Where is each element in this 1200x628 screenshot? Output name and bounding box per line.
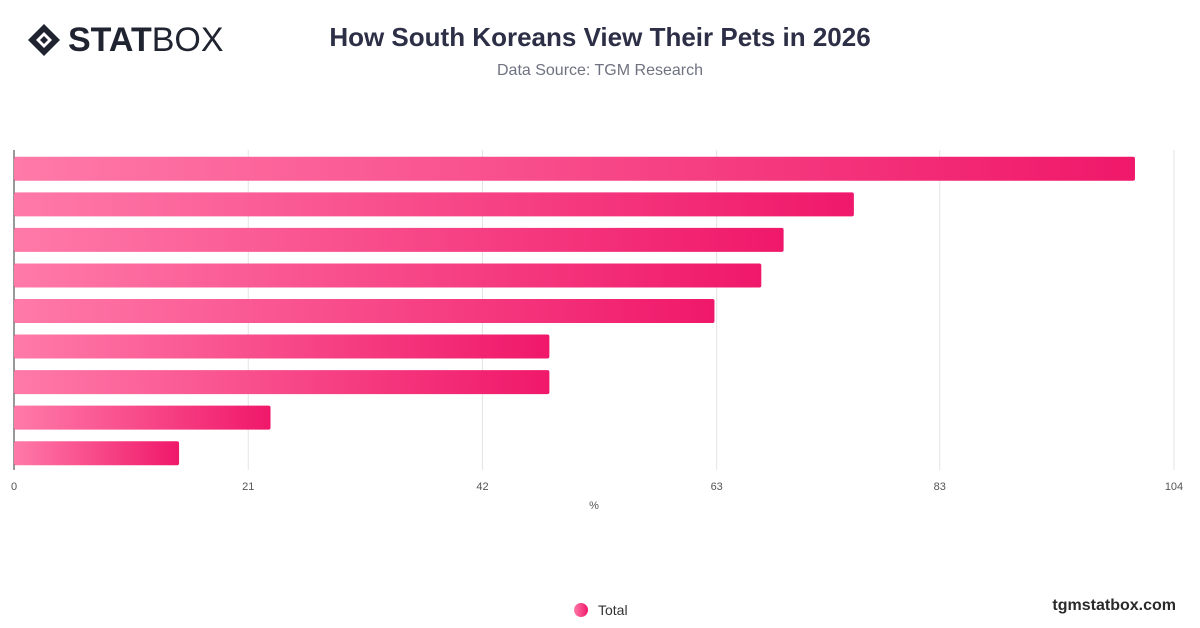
bar[interactable] bbox=[14, 370, 550, 395]
bar[interactable] bbox=[14, 263, 762, 288]
bar[interactable] bbox=[14, 441, 180, 466]
wordmark-light: BOX bbox=[151, 21, 224, 59]
x-tick-label: 42 bbox=[476, 481, 488, 493]
x-tick-label: 104 bbox=[1165, 481, 1183, 493]
statbox-wordmark: STATBOX bbox=[68, 22, 224, 58]
x-axis-label: % bbox=[589, 500, 599, 512]
statbox-logo: STATBOX bbox=[26, 22, 224, 58]
statbox-logo-icon bbox=[28, 24, 60, 56]
x-tick-label: 83 bbox=[934, 481, 946, 493]
bar[interactable] bbox=[14, 156, 1135, 181]
bar[interactable] bbox=[14, 227, 784, 252]
wordmark-bold: STAT bbox=[68, 21, 152, 59]
chart-subtitle: Data Source: TGM Research bbox=[496, 62, 703, 79]
bar[interactable] bbox=[14, 405, 271, 430]
site-url[interactable]: tgmstatbox.com bbox=[1052, 597, 1176, 614]
legend[interactable]: Total bbox=[574, 602, 628, 618]
bar[interactable] bbox=[14, 334, 550, 359]
x-tick-label: 0 bbox=[11, 481, 17, 493]
legend-swatch bbox=[574, 603, 588, 617]
bar[interactable] bbox=[14, 299, 715, 323]
x-tick-label: 21 bbox=[242, 481, 254, 493]
chart-title: How South Koreans View Their Pets in 202… bbox=[329, 22, 871, 52]
bar[interactable] bbox=[14, 192, 854, 217]
legend-label-total: Total bbox=[598, 602, 628, 618]
x-tick-label: 63 bbox=[711, 481, 723, 493]
